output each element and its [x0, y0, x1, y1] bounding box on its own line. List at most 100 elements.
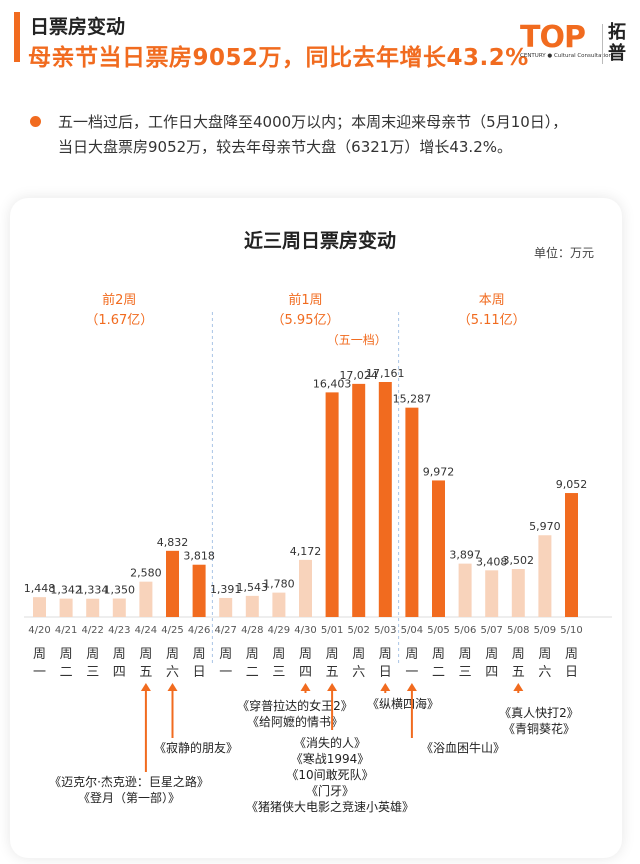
bar: [378, 382, 392, 617]
weekday-label-top: 周: [485, 647, 498, 662]
bar: [458, 563, 472, 617]
bar: [272, 592, 286, 617]
release-film-title: 《门牙》: [306, 783, 354, 798]
weekday-label-bottom: 五: [512, 665, 525, 680]
weekday-label-bottom: 六: [538, 665, 551, 680]
weekday-label-bottom: 三: [86, 665, 99, 680]
weekday-label-bottom: 三: [272, 665, 285, 680]
bar: [59, 598, 73, 617]
weekday-label-bottom: 六: [352, 665, 365, 680]
group-label: 前2周: [102, 292, 136, 308]
summary-line-1: 五一档过后，工作日大盘降至4000万以内；本周末迎来母亲节（5月10日），: [58, 113, 568, 131]
bar-value-label: 9,972: [423, 465, 455, 478]
logo-subtitle: CENTURY ● Cultural Consultation: [520, 53, 612, 59]
bar: [166, 550, 179, 617]
weekday-label-top: 周: [379, 647, 392, 662]
summary-text: 五一档过后，工作日大盘降至4000万以内；本周末迎来母亲节（5月10日）， 当日…: [58, 110, 628, 160]
release-film-title: 《给阿嬷的情书》: [247, 714, 343, 729]
weekday-label-top: 周: [193, 647, 206, 662]
headline: 母亲节当日票房9052万，同比去年增长43.2%: [28, 45, 529, 71]
logo-divider: [602, 24, 603, 64]
weekday-label-top: 周: [405, 647, 418, 662]
bar-value-label: 3,897: [449, 549, 481, 562]
bar-value-label: 17,161: [366, 367, 405, 380]
logo-mark: TOP: [520, 20, 586, 55]
chart-card: [10, 198, 622, 858]
bar: [33, 597, 46, 617]
weekday-label-top: 周: [352, 647, 365, 662]
weekday-label-bottom: 二: [246, 665, 259, 680]
release-arrow-icon: [380, 683, 391, 691]
bar: [325, 392, 339, 617]
bar: [565, 493, 578, 617]
release-film-title: 《迈克尔·杰克逊：巨星之路》: [49, 774, 209, 789]
bar-value-label: 5,970: [529, 520, 561, 533]
bar: [86, 598, 100, 617]
weekday-label-bottom: 二: [432, 665, 445, 680]
weekday-label-top: 周: [512, 647, 525, 662]
weekday-label-bottom: 一: [33, 665, 46, 680]
release-film-title: 《穿普拉达的女王2》: [237, 698, 353, 713]
date-tick-label: 4/20: [28, 625, 50, 636]
weekday-label-top: 周: [538, 647, 551, 662]
bullet-dot-icon: [30, 116, 41, 127]
bar-value-label: 9,052: [556, 478, 588, 491]
date-tick-label: 4/27: [214, 625, 236, 636]
bar-value-label: 1,543: [237, 581, 269, 594]
section-title: 日票房变动: [30, 16, 126, 38]
bar-value-label: 1,391: [210, 583, 242, 596]
group-label: 本周: [479, 293, 505, 308]
weekday-label-bottom: 日: [379, 665, 392, 680]
date-tick-label: 4/23: [108, 625, 130, 636]
bar-value-label: 1,780: [263, 578, 295, 591]
bar-value-label: 4,172: [290, 545, 322, 558]
date-tick-label: 5/05: [427, 625, 449, 636]
bar-value-label: 1,350: [104, 584, 136, 597]
brand-logo: TOP CENTURY ● Cultural Consultation 拓 普: [520, 20, 630, 68]
bar: [485, 570, 499, 617]
weekday-label-top: 周: [60, 647, 73, 662]
weekday-label-bottom: 一: [219, 665, 232, 680]
chart-unit: 单位：万元: [534, 246, 595, 260]
group-total: （5.11亿）: [458, 313, 526, 328]
release-film-title: 《真人快打2》: [499, 706, 579, 720]
date-tick-label: 5/10: [560, 625, 582, 636]
date-tick-label: 4/22: [81, 625, 103, 636]
date-tick-label: 5/04: [401, 625, 423, 636]
weekday-label-top: 周: [272, 647, 285, 662]
date-tick-label: 5/09: [534, 625, 556, 636]
bar: [538, 535, 552, 617]
bar: [219, 597, 233, 617]
group-total: （1.67亿）: [85, 313, 153, 328]
weekday-label-top: 周: [113, 647, 126, 662]
bar: [192, 564, 206, 617]
bar: [511, 569, 525, 617]
date-tick-label: 5/07: [480, 625, 502, 636]
release-film-title: 《纵横四海》: [367, 696, 439, 711]
bar: [405, 407, 419, 617]
weekday-label-top: 周: [246, 647, 259, 662]
bar-value-label: 3,408: [476, 555, 508, 568]
release-arrow-icon: [300, 683, 311, 691]
bar-value-label: 1,448: [24, 582, 56, 595]
bar-value-label: 17,024: [339, 369, 378, 382]
bar-value-label: 3,502: [503, 554, 535, 567]
weekday-label-bottom: 五: [139, 665, 152, 680]
date-tick-label: 4/28: [241, 625, 263, 636]
weekday-label-bottom: 六: [166, 665, 179, 680]
bar: [299, 559, 312, 617]
bar-value-label: 1,334: [77, 584, 109, 597]
date-tick-label: 5/01: [321, 625, 343, 636]
date-tick-label: 4/25: [161, 625, 183, 636]
weekday-label-top: 周: [33, 647, 46, 662]
weekday-label-bottom: 三: [459, 665, 472, 680]
header-accent-bar: [14, 12, 20, 62]
weekday-label-top: 周: [139, 647, 152, 662]
release-film-title: 《寂静的朋友》: [154, 740, 238, 755]
weekday-label-bottom: 二: [60, 665, 73, 680]
bar: [139, 581, 153, 617]
weekday-label-top: 周: [565, 647, 578, 662]
logo-cn-line2: 普: [608, 43, 626, 64]
release-film-title: 《消失的人》: [294, 735, 366, 750]
